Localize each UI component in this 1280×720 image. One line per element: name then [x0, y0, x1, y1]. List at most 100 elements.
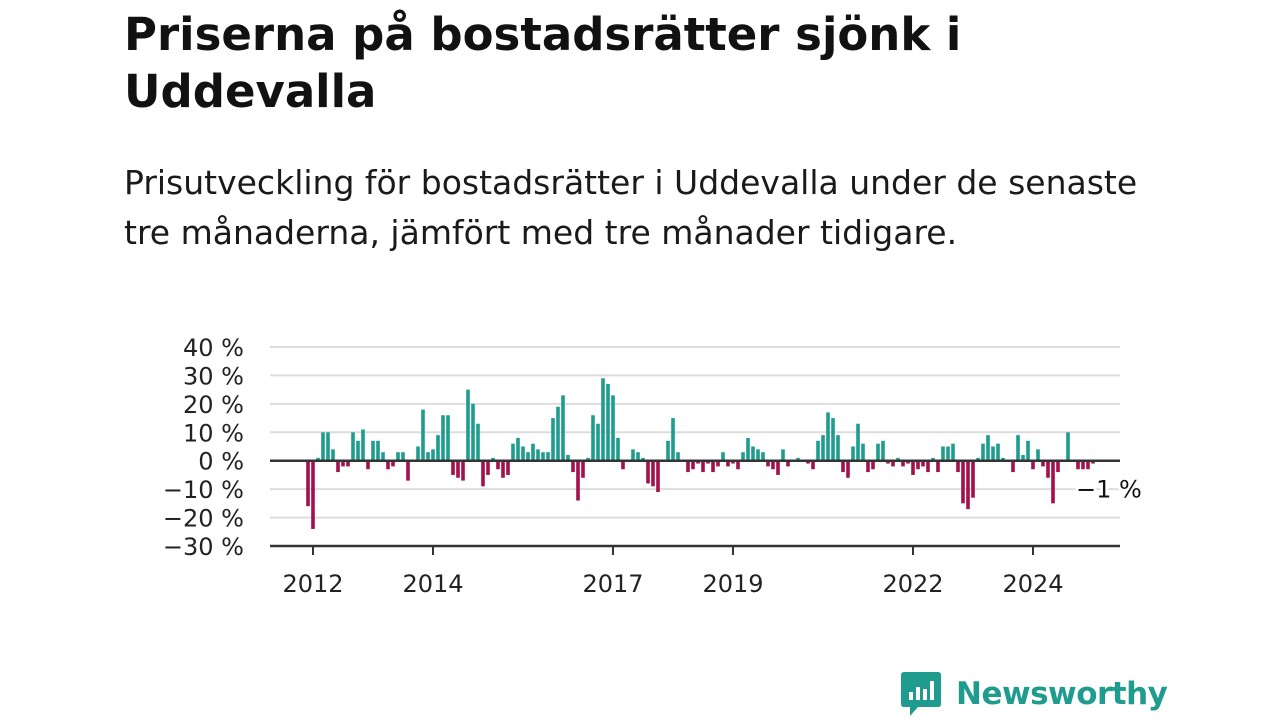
chart-title: Priserna på bostadsrätter sjönk i Uddeva…	[124, 8, 962, 118]
bar	[1036, 449, 1040, 461]
bar	[521, 446, 525, 461]
bar	[741, 452, 745, 461]
bar	[676, 452, 680, 461]
newsworthy-logo: Newsworthy	[900, 670, 1168, 718]
bar	[846, 460, 850, 478]
bar	[771, 460, 775, 470]
bar	[1081, 460, 1085, 470]
bar	[736, 460, 740, 470]
bar	[451, 460, 455, 475]
bar	[756, 449, 760, 461]
bar	[446, 415, 450, 461]
bar	[591, 415, 595, 461]
bar	[1026, 440, 1030, 461]
bar	[971, 460, 975, 498]
bar	[721, 452, 725, 461]
y-tick-label: 10 %	[183, 419, 244, 447]
bar	[371, 440, 375, 461]
x-tick-label: 2022	[882, 570, 943, 598]
bar	[946, 446, 950, 461]
bar	[631, 449, 635, 461]
bar	[986, 435, 990, 461]
bar	[551, 418, 555, 461]
bar	[1091, 460, 1095, 464]
bar	[506, 460, 510, 475]
bar	[471, 403, 475, 461]
bar	[806, 460, 810, 464]
bar	[896, 457, 900, 461]
bar	[656, 460, 660, 492]
bar	[1066, 432, 1070, 461]
y-tick-label: 20 %	[183, 391, 244, 419]
bar	[431, 449, 435, 461]
bar	[976, 457, 980, 461]
bar	[436, 435, 440, 461]
bar	[556, 406, 560, 461]
bar	[406, 460, 410, 481]
bar	[836, 435, 840, 461]
bar	[716, 460, 720, 467]
bar	[541, 452, 545, 461]
bar	[621, 460, 625, 470]
bar	[336, 460, 340, 473]
bar	[311, 460, 315, 529]
bar	[856, 423, 860, 461]
bar	[1046, 460, 1050, 478]
bar	[596, 423, 600, 461]
bar	[641, 457, 645, 461]
bar	[381, 452, 385, 461]
bar	[486, 460, 490, 475]
bar	[711, 460, 715, 473]
bar	[1021, 455, 1025, 461]
bar	[606, 383, 610, 461]
bar	[481, 460, 485, 487]
bar	[1076, 460, 1080, 470]
newsworthy-logo-icon	[901, 672, 941, 716]
bar	[941, 446, 945, 461]
bar	[781, 449, 785, 461]
bar	[666, 440, 670, 461]
bar	[1041, 460, 1045, 467]
bar	[516, 437, 520, 461]
bar	[376, 440, 380, 461]
grid-lines	[270, 346, 1120, 519]
bar	[1086, 460, 1090, 470]
bar	[646, 460, 650, 484]
bar	[821, 435, 825, 461]
y-tick-label: 40 %	[183, 334, 244, 362]
bar	[331, 449, 335, 461]
x-tick-label: 2014	[402, 570, 463, 598]
bar	[751, 446, 755, 461]
bar	[491, 457, 495, 461]
bar	[671, 418, 675, 461]
bar	[811, 460, 815, 470]
bar	[921, 460, 925, 467]
bar	[861, 443, 865, 461]
tick-labels: 40 %30 %20 %10 %0 %−10 %−20 %−30 % 2012 20…	[163, 334, 1145, 598]
bar	[786, 460, 790, 467]
bar	[326, 432, 330, 461]
bar	[881, 440, 885, 461]
y-tick-label: −10 %	[163, 476, 244, 504]
bar	[776, 460, 780, 475]
bar	[536, 449, 540, 461]
bar	[886, 460, 890, 464]
bar	[561, 395, 565, 461]
bar	[981, 443, 985, 461]
x-tick-label: 2017	[582, 570, 643, 598]
annotation-label: −1 %	[1076, 476, 1142, 504]
newsworthy-logo-text: Newsworthy	[956, 676, 1168, 712]
bar	[346, 460, 350, 467]
y-tick-label: 0 %	[198, 448, 244, 476]
bar	[386, 460, 390, 470]
bar	[581, 460, 585, 478]
bar	[701, 460, 705, 473]
bar	[826, 412, 830, 461]
bar	[696, 460, 700, 464]
bar	[316, 457, 320, 461]
bar	[901, 460, 905, 467]
bar	[391, 460, 395, 467]
bar	[746, 437, 750, 461]
bar	[396, 452, 400, 461]
